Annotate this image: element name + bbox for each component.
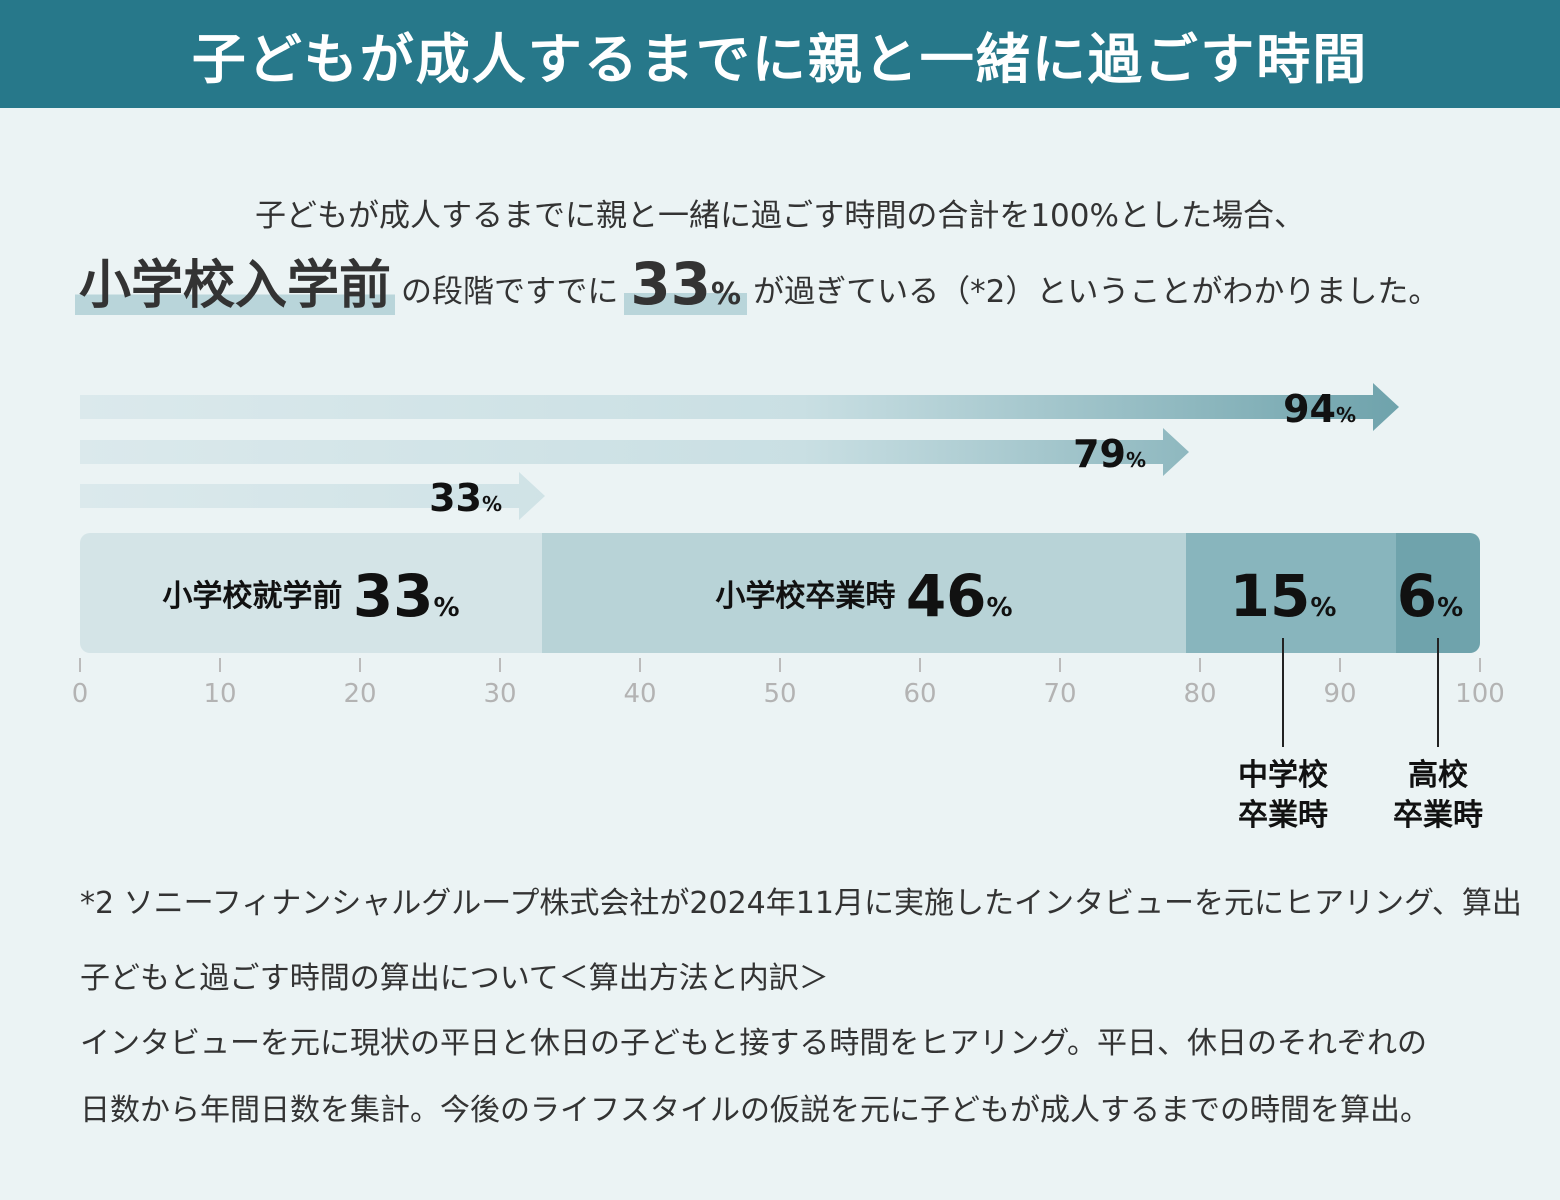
lead-middle: の段階ですでに <box>401 274 619 310</box>
stacked-bar-chart: 33%79%94%小学校就学前 33% 小学校卒業時 46% 15% 6%0 10 20 3… <box>72 383 1505 833</box>
cumulative-arrow-94 <box>80 383 1399 431</box>
callout-label-4-1: 高校 <box>1408 758 1468 793</box>
segment-label-4: 6% <box>1397 562 1463 630</box>
highlight-stage: 小学校入学前 <box>75 257 396 315</box>
x-tick-label-50: 50 <box>763 679 796 709</box>
lead-line-1: 子どもが成人するまでに親と一緒に過ごす時間の合計を100%とした場合、 <box>255 198 1305 234</box>
bar-segment-2 <box>542 533 1186 653</box>
highlight-value: 33% <box>624 254 748 315</box>
x-tick-label-10: 10 <box>203 679 236 709</box>
cumulative-label-79: 79% <box>1073 432 1146 476</box>
bar-segment-1 <box>80 533 542 653</box>
x-tick-label-90: 90 <box>1323 679 1356 709</box>
cumulative-value-33: 33 <box>429 476 482 520</box>
cumulative-unit-79: % <box>1126 448 1146 472</box>
x-tick-label-60: 60 <box>903 679 936 709</box>
x-tick-label-70: 70 <box>1043 679 1076 709</box>
bar-segment-3 <box>1186 533 1396 653</box>
segment-unit-3: % <box>1310 593 1336 623</box>
x-tick-label-80: 80 <box>1183 679 1216 709</box>
stacked-bar <box>80 533 1480 653</box>
callout-label-3-1: 中学校 <box>1238 758 1328 793</box>
footnote-method-line-2: 日数から年間日数を集計。今後のライフスタイルの仮説を元に子どもが成人するまでの時… <box>80 1093 1430 1128</box>
segment-spacer-2 <box>895 579 905 614</box>
segment-unit-1: % <box>434 593 460 623</box>
segment-value-1: 33 <box>353 562 434 630</box>
segment-label-2: 小学校卒業時 46% <box>715 562 1012 630</box>
cumulative-label-94: 94% <box>1283 387 1356 431</box>
x-tick-label-40: 40 <box>623 679 656 709</box>
cumulative-arrow-33 <box>80 472 545 520</box>
cumulative-value-94: 94 <box>1283 387 1336 431</box>
highlight-value-unit: % <box>711 277 742 313</box>
callout-label-3-2: 卒業時 <box>1238 798 1328 833</box>
footnote-method-title: 子どもと過ごす時間の算出について＜算出方法と内訳＞ <box>80 961 829 996</box>
x-tick-label-20: 20 <box>343 679 376 709</box>
cumulative-label-33: 33% <box>429 476 502 520</box>
cumulative-unit-33: % <box>482 492 502 516</box>
segment-name-1: 小学校就学前 <box>162 579 342 614</box>
lead-end: が過ぎている（*2）ということがわかりました。 <box>753 274 1440 310</box>
header-title: 子どもが成人するまでに親と一緒に過ごす時間 <box>0 0 1560 108</box>
cumulative-unit-94: % <box>1336 403 1356 427</box>
segment-unit-2: % <box>987 593 1013 623</box>
segment-label-1: 小学校就学前 33% <box>162 562 459 630</box>
x-tick-label-100: 100 <box>1455 679 1505 709</box>
segment-value-3: 15 <box>1230 562 1311 630</box>
cumulative-value-79: 79 <box>1073 432 1126 476</box>
cumulative-arrow-79 <box>80 428 1189 476</box>
bar-segment-4 <box>1396 533 1480 653</box>
segment-unit-4: % <box>1437 593 1463 623</box>
segment-label-3: 15% <box>1230 562 1337 630</box>
footnote-method-line-1: インタビューを元に現状の平日と休日の子どもと接する時間をヒアリング。平日、休日の… <box>80 1026 1427 1061</box>
footnote-source: *2 ソニーフィナンシャルグループ株式会社が2024年11月に実施したインタビュ… <box>80 886 1522 921</box>
x-tick-label-0: 0 <box>72 679 89 709</box>
segment-value-2: 46 <box>906 562 987 630</box>
highlight-value-number: 33 <box>630 250 712 319</box>
callout-label-4-2: 卒業時 <box>1393 798 1483 833</box>
segment-value-4: 6 <box>1397 562 1437 630</box>
lead-line-2: 小学校入学前 の段階ですでに 33% が過ぎている（*2）ということがわかりまし… <box>75 245 1535 315</box>
x-tick-label-30: 30 <box>483 679 516 709</box>
segment-name-2: 小学校卒業時 <box>715 579 895 614</box>
segment-spacer-1 <box>342 579 352 614</box>
